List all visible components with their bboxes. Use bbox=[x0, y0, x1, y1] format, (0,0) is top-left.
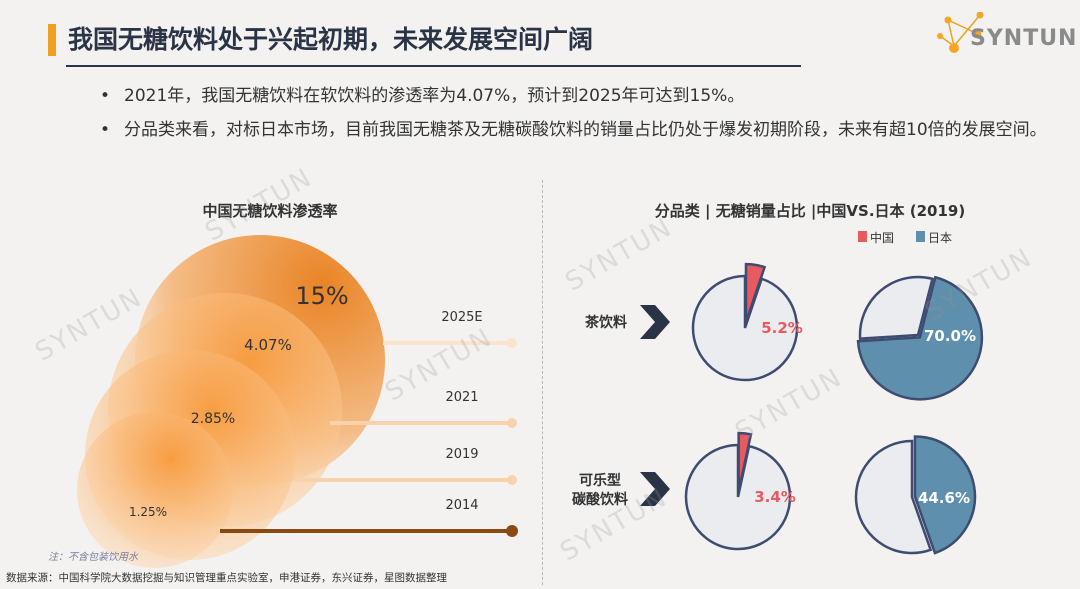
logo-text: SYNTUN bbox=[970, 26, 1078, 51]
bullet-item: 分品类来看，对标日本市场，目前我国无糖茶及无糖碳酸饮料的销量占比仍处于爆发初期阶… bbox=[100, 116, 1050, 144]
china-value-label: 3.4% bbox=[754, 488, 796, 506]
divider bbox=[542, 180, 543, 585]
value-label: 4.07% bbox=[244, 336, 292, 354]
legend: 中国 日本 bbox=[858, 229, 952, 246]
chevron-icon bbox=[640, 305, 670, 339]
chevron-icon bbox=[640, 472, 670, 506]
leader-dot-2014 bbox=[506, 525, 518, 537]
value-label: 15% bbox=[295, 282, 348, 310]
leader-dot-2021 bbox=[507, 418, 517, 428]
bubble-chart: 2014 1.25% 2019 2.85% 2021 4.07% 2025E 15% bbox=[77, 235, 518, 568]
japan-value-label: 44.6% bbox=[918, 489, 970, 507]
year-label: 2025E bbox=[441, 310, 482, 325]
pie-japan-slice bbox=[913, 435, 977, 555]
legend-japan: 日本 bbox=[916, 229, 952, 246]
year-label: 2019 bbox=[445, 447, 478, 462]
bubble-2014 bbox=[77, 412, 233, 568]
year-label: 2021 bbox=[445, 390, 478, 405]
title-underline bbox=[66, 65, 801, 67]
legend-china: 中国 bbox=[858, 229, 894, 246]
pie-china-slice bbox=[744, 262, 767, 323]
pie-japan-rest bbox=[858, 275, 934, 340]
row-label-tea: 茶饮料 bbox=[585, 315, 627, 331]
japan-value-label: 70.0% bbox=[924, 327, 976, 345]
value-label: 2.85% bbox=[191, 411, 235, 427]
bullet-item: 2021年，我国无糖饮料在软饮料的渗透率为4.07%，预计到2025年可达到15… bbox=[100, 82, 1050, 110]
bubble-chart-title: 中国无糖饮料渗透率 bbox=[202, 202, 338, 220]
syntun-logo-icon bbox=[937, 12, 984, 53]
leader-dot-2025E bbox=[507, 338, 517, 348]
row-label-cola: 可乐型 碳酸饮料 bbox=[572, 473, 628, 508]
pie-china-slice bbox=[737, 431, 753, 492]
footnote: 注：不含包装饮用水 bbox=[48, 552, 138, 563]
pie-china-rest bbox=[684, 443, 792, 551]
bullet-list: 2021年，我国无糖饮料在软饮料的渗透率为4.07%，预计到2025年可达到15… bbox=[100, 82, 1050, 150]
leader-dot-2019 bbox=[507, 475, 517, 485]
page-title: 我国无糖饮料处于兴起初期，未来发展空间广阔 bbox=[68, 25, 594, 54]
pie-japan-rest bbox=[854, 439, 933, 555]
value-label: 1.25% bbox=[129, 505, 167, 519]
pie-china-rest bbox=[691, 274, 799, 382]
pie-japan-slice bbox=[856, 275, 984, 401]
title-accent-bar bbox=[48, 24, 56, 56]
year-label: 2014 bbox=[445, 498, 478, 513]
pie-chart-title: 分品类 | 无糖销量占比 |中国VS.日本 (2019) bbox=[654, 202, 966, 220]
data-source: 数据来源：中国科学院大数据挖掘与知识管理重点实验室，申港证券，东兴证券，星图数据… bbox=[6, 572, 447, 584]
china-value-label: 5.2% bbox=[761, 319, 803, 337]
